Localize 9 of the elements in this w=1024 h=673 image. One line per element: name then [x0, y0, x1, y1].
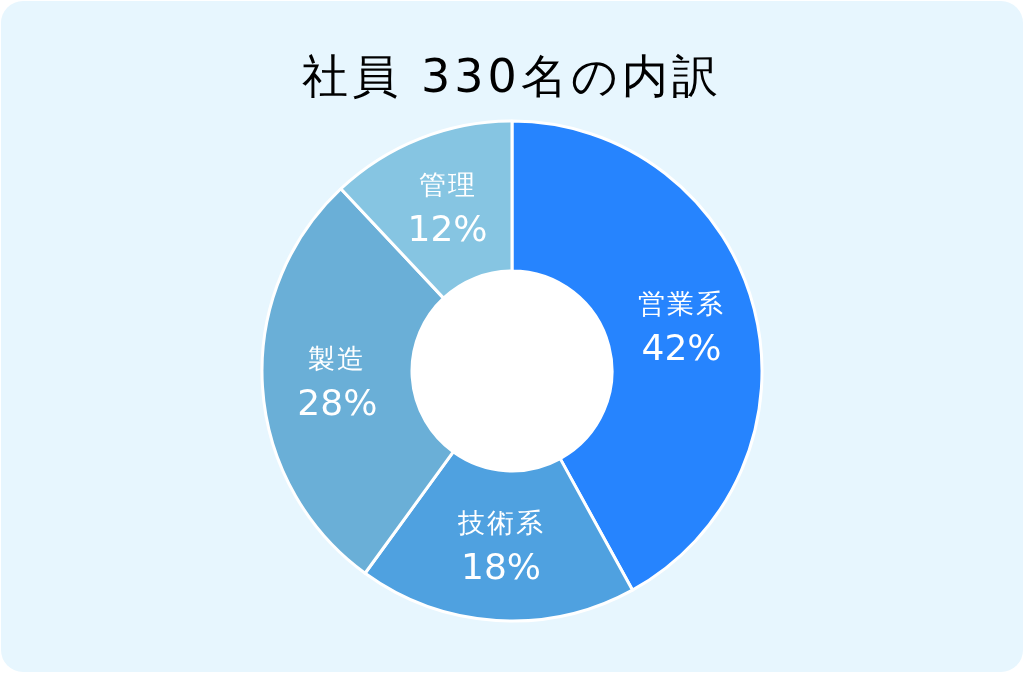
title: 社員 330名の内訳 — [302, 49, 722, 103]
category-label: 技術系 — [457, 506, 545, 538]
value-label: 28% — [297, 382, 378, 423]
category-label: 管理 — [418, 169, 477, 201]
category-label: 製造 — [308, 343, 367, 374]
value-label: 42% — [641, 327, 722, 369]
value-label: 18% — [461, 545, 541, 587]
value-label: 12% — [407, 208, 488, 250]
category-label: 営業系 — [638, 288, 725, 320]
